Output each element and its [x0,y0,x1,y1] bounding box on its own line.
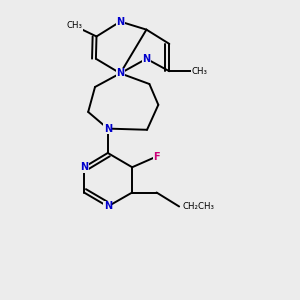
Text: CH₃: CH₃ [192,67,208,76]
Text: N: N [116,68,124,78]
Text: N: N [104,202,112,212]
Text: F: F [153,152,160,161]
Text: N: N [142,54,151,64]
Text: N: N [116,68,124,78]
Text: N: N [80,162,88,172]
Text: N: N [116,16,124,27]
Text: CH₃: CH₃ [66,21,82,30]
Text: N: N [104,124,112,134]
Text: CH₂CH₃: CH₂CH₃ [182,202,214,211]
